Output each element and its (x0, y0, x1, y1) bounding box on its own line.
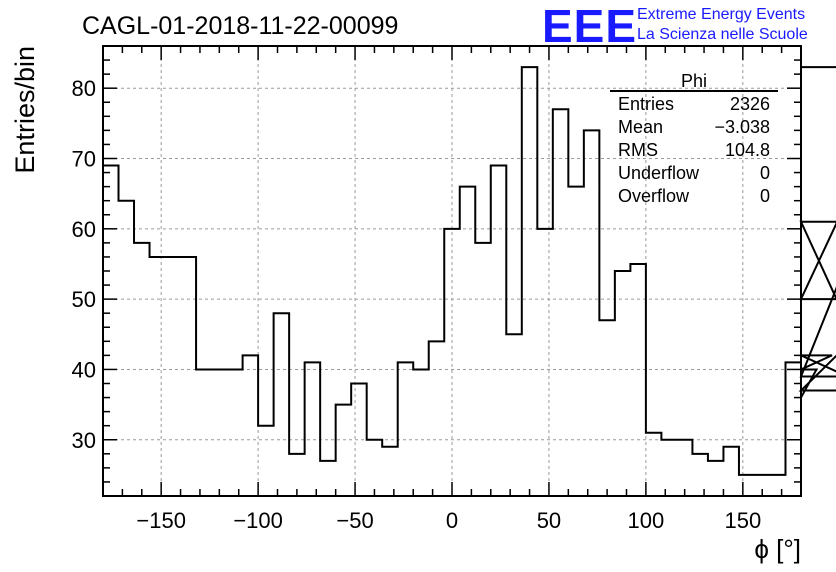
eee-logo: EEE (542, 0, 637, 52)
x-tick-label: −150 (136, 508, 186, 533)
y-tick-label: 50 (72, 287, 96, 312)
x-tick-label: 0 (446, 508, 458, 533)
stats-label: Underflow (618, 163, 700, 183)
y-tick-label: 40 (72, 357, 96, 382)
grid-lines (103, 46, 801, 496)
x-tick-label: 100 (628, 508, 665, 533)
stats-label: Entries (618, 94, 674, 114)
x-tick-label: 50 (537, 508, 561, 533)
y-axis-label: Entries/bin (10, 46, 40, 174)
logo-subtitle-2: La Scienza nelle Scuole (637, 26, 808, 43)
axis-ticks (102, 45, 802, 496)
stats-title: Phi (681, 71, 707, 91)
stats-box: Phi Entries 2326 Mean −3.038 RMS 104.8 Underfl… (610, 71, 778, 206)
y-tick-label: 70 (72, 147, 96, 172)
histogram-line (103, 66, 836, 476)
stats-label: RMS (618, 140, 658, 160)
stats-value: 0 (760, 163, 770, 183)
stats-value: 104.8 (725, 140, 770, 160)
stats-value: 0 (760, 186, 770, 206)
x-tick-label: 150 (724, 508, 761, 533)
x-axis-label: ϕ [°] (754, 534, 801, 564)
stats-value: 2326 (730, 94, 770, 114)
stats-value: −3.038 (714, 117, 770, 137)
y-tick-label: 80 (72, 76, 96, 101)
stats-label: Mean (618, 117, 663, 137)
run-title: CAGL-01-2018-11-22-00099 (82, 12, 398, 40)
logo-subtitle-1: Extreme Energy Events (637, 6, 805, 23)
y-tick-labels: 30 40 50 60 70 80 (72, 76, 96, 453)
x-tick-label: −100 (233, 508, 283, 533)
x-tick-labels: −150 −100 −50 0 50 100 150 (136, 508, 761, 533)
y-tick-label: 60 (72, 217, 96, 242)
stats-label: Overflow (618, 186, 690, 206)
histogram-step-line (103, 66, 836, 476)
x-tick-label: −50 (336, 508, 373, 533)
y-tick-label: 30 (72, 428, 96, 453)
